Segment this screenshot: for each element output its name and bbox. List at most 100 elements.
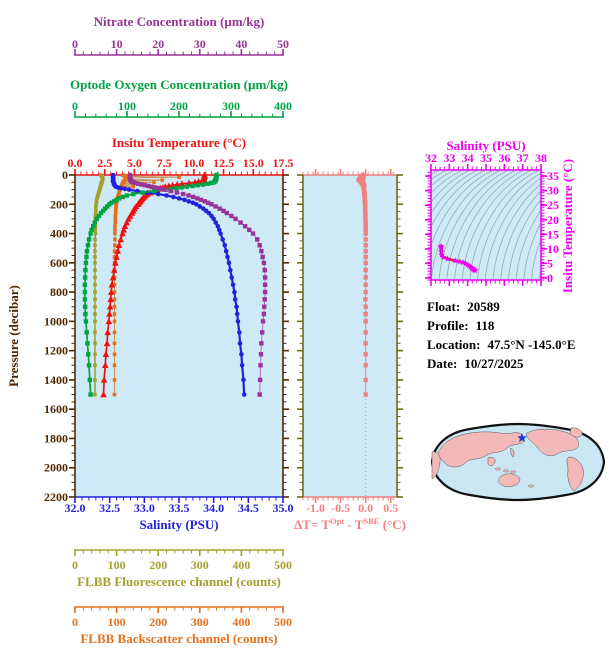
svg-text:0: 0 [62, 168, 68, 182]
map-landmass [566, 456, 584, 492]
svg-text:2200: 2200 [44, 490, 68, 504]
svg-text:0.5: 0.5 [383, 501, 398, 515]
temperature-axis-title: Insitu Temperature (°C) [112, 135, 246, 150]
svg-text:600: 600 [50, 256, 68, 270]
svg-text:1000: 1000 [44, 314, 68, 328]
map-landmass [569, 427, 583, 438]
svg-text:35: 35 [547, 169, 559, 183]
svg-text:0.0: 0.0 [68, 156, 83, 170]
svg-text:400: 400 [50, 227, 68, 241]
svg-text:33.5: 33.5 [169, 501, 190, 515]
svg-text:-1.0: -1.0 [306, 501, 325, 515]
svg-text:0: 0 [72, 37, 78, 51]
profile-label: Profile: [427, 318, 469, 333]
svg-text:32: 32 [425, 151, 437, 165]
svg-text:15: 15 [547, 227, 559, 241]
svg-text:1600: 1600 [44, 402, 68, 416]
float-metadata: Float: 20589 Profile: 118 Location: 47.5°N … [427, 297, 576, 373]
location-value: 47.5°N -145.0°E [487, 337, 576, 352]
svg-text:36: 36 [498, 151, 510, 165]
svg-text:38: 38 [535, 151, 547, 165]
map-landmass [526, 428, 579, 457]
map-landmass [487, 456, 496, 466]
svg-text:35.0: 35.0 [273, 501, 294, 515]
location-line: Location: 47.5°N -145.0°E [427, 335, 576, 354]
float-location-star [517, 432, 527, 443]
delta-t-series [356, 172, 368, 397]
svg-text:1400: 1400 [44, 373, 68, 387]
series-nitrate [127, 172, 268, 397]
ts-curve [437, 242, 479, 274]
ts-temperature-axis-title: Insitu Temperature (°C) [560, 159, 575, 293]
svg-text:200: 200 [149, 558, 167, 572]
svg-text:0: 0 [72, 558, 78, 572]
svg-text:50: 50 [277, 37, 289, 51]
delta-t-panel-bg [303, 175, 397, 497]
svg-text:32.0: 32.0 [65, 501, 86, 515]
svg-text:32.5: 32.5 [99, 501, 120, 515]
date-line: Date: 10/27/2025 [427, 354, 576, 373]
svg-text:5.0: 5.0 [127, 156, 142, 170]
nitrate-axis-title: Nitrate Concentration (µm/kg) [94, 14, 265, 29]
svg-text:10: 10 [111, 37, 123, 51]
svg-text:500: 500 [274, 615, 292, 629]
svg-text:300: 300 [191, 558, 209, 572]
svg-text:33.0: 33.0 [134, 501, 155, 515]
float-id-line: Float: 20589 [427, 297, 576, 316]
svg-text:30: 30 [194, 37, 206, 51]
map-landmass [431, 451, 441, 480]
svg-text:300: 300 [191, 615, 209, 629]
map-landmass [498, 473, 521, 487]
map-landmass [510, 447, 515, 458]
world-map [430, 422, 606, 502]
svg-text:300: 300 [222, 99, 240, 113]
main-panel-bg [75, 175, 283, 497]
fluorescence-axis-title: FLBB Fluorescence channel (counts) [77, 574, 281, 589]
salinity-axis-title: Salinity (PSU) [139, 517, 218, 532]
oxygen-axis-title: Optode Oxygen Concentration (µm/kg) [70, 77, 288, 92]
map-landmass [437, 431, 525, 468]
svg-text:800: 800 [50, 285, 68, 299]
svg-text:100: 100 [118, 99, 136, 113]
svg-text:0: 0 [547, 271, 553, 285]
date-label: Date: [427, 356, 458, 371]
svg-text:20: 20 [547, 213, 559, 227]
svg-text:200: 200 [149, 615, 167, 629]
svg-text:400: 400 [232, 558, 250, 572]
svg-text:2000: 2000 [44, 461, 68, 475]
svg-text:30: 30 [547, 184, 559, 198]
svg-text:0: 0 [72, 615, 78, 629]
float-value: 20589 [467, 299, 500, 314]
svg-text:0.0: 0.0 [358, 501, 373, 515]
svg-text:15.0: 15.0 [243, 156, 264, 170]
svg-text:500: 500 [274, 558, 292, 572]
svg-text:10: 10 [547, 242, 559, 256]
float-label: Float: [427, 299, 461, 314]
backscatter-axis-title: FLBB Backscatter channel (counts) [80, 631, 277, 646]
svg-text:100: 100 [108, 558, 126, 572]
svg-text:25: 25 [547, 198, 559, 212]
svg-text:100: 100 [108, 615, 126, 629]
svg-text:12.5: 12.5 [213, 156, 234, 170]
pressure-axis-title: Pressure (decibar) [6, 285, 21, 387]
svg-text:34.0: 34.0 [203, 501, 224, 515]
svg-text:2.5: 2.5 [97, 156, 112, 170]
series-salinity [110, 172, 247, 397]
series-flbb [93, 173, 105, 397]
location-label: Location: [427, 337, 481, 352]
svg-text:17.5: 17.5 [273, 156, 294, 170]
svg-text:7.5: 7.5 [157, 156, 172, 170]
profile-value: 118 [475, 318, 495, 333]
delta-t-axis-title: ΔT= TOpt - TSBE (°C) [294, 516, 406, 532]
svg-text:0: 0 [72, 99, 78, 113]
svg-text:5: 5 [547, 256, 553, 270]
series-optode [82, 172, 219, 397]
svg-text:37: 37 [517, 151, 529, 165]
svg-text:400: 400 [274, 99, 292, 113]
svg-text:34.5: 34.5 [238, 501, 259, 515]
svg-text:35: 35 [480, 151, 492, 165]
svg-text:40: 40 [235, 37, 247, 51]
